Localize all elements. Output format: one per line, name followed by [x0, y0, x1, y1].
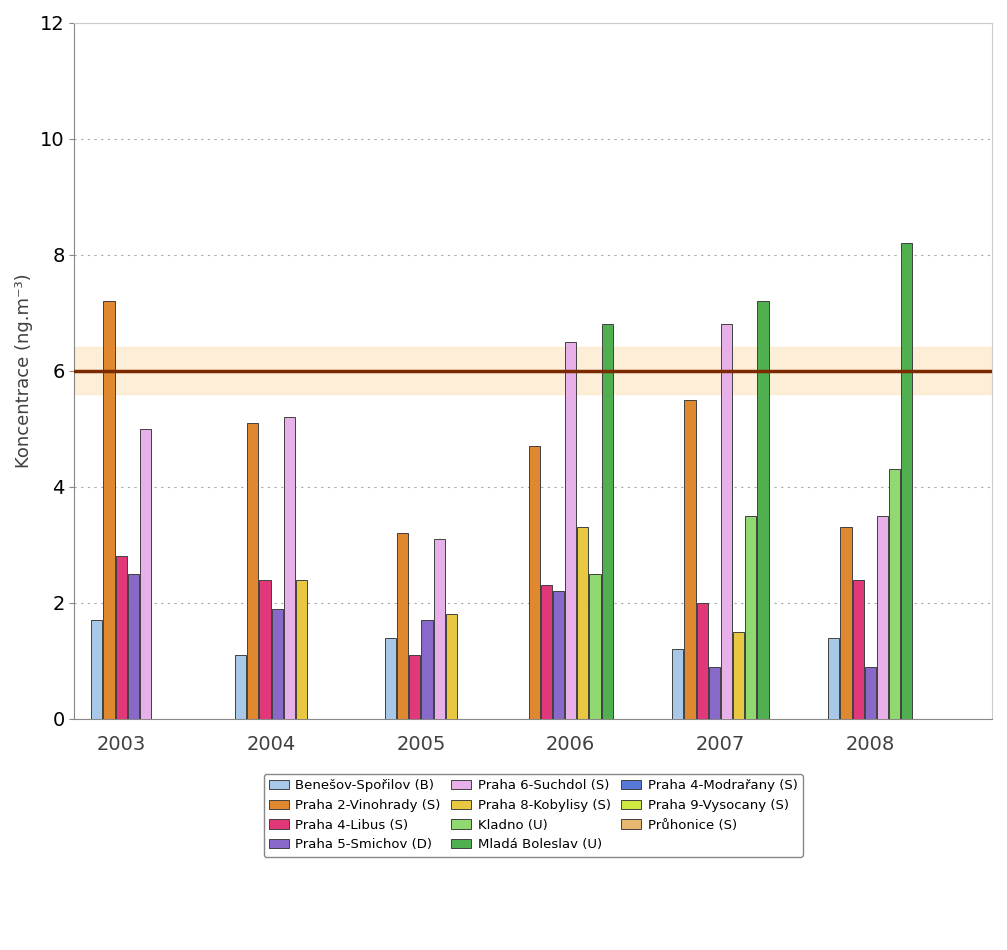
Bar — [260, 580, 271, 719]
Bar — [577, 527, 588, 719]
Bar — [529, 446, 540, 719]
Bar — [697, 603, 708, 719]
Bar — [421, 620, 433, 719]
Bar — [75, 348, 992, 394]
Bar — [673, 649, 684, 719]
Bar — [446, 615, 457, 719]
Bar — [296, 580, 307, 719]
Bar — [409, 655, 420, 719]
Bar — [541, 585, 552, 719]
Bar — [709, 667, 720, 719]
Bar — [828, 637, 840, 719]
Bar — [685, 400, 696, 719]
Bar — [116, 557, 127, 719]
Bar — [889, 469, 900, 719]
Bar — [385, 637, 396, 719]
Bar — [92, 620, 103, 719]
Bar — [235, 655, 246, 719]
Bar — [733, 632, 744, 719]
Y-axis label: Koncentrace (ng.m⁻³): Koncentrace (ng.m⁻³) — [15, 274, 33, 468]
Bar — [757, 301, 768, 719]
Bar — [140, 428, 151, 719]
Bar — [589, 574, 600, 719]
Bar — [865, 667, 876, 719]
Bar — [553, 591, 564, 719]
Bar — [840, 527, 852, 719]
Bar — [877, 516, 888, 719]
Bar — [901, 243, 912, 719]
Bar — [745, 516, 756, 719]
Bar — [128, 574, 139, 719]
Legend: Benešov-Spořilov (B), Praha 2-Vinohrady (S), Praha 4-Libus (S), Praha 5-Smichov : Benešov-Spořilov (B), Praha 2-Vinohrady … — [264, 774, 803, 857]
Bar — [284, 417, 295, 719]
Bar — [721, 324, 732, 719]
Bar — [104, 301, 115, 719]
Bar — [853, 580, 864, 719]
Bar — [601, 324, 613, 719]
Bar — [397, 533, 408, 719]
Bar — [272, 609, 283, 719]
Bar — [247, 423, 259, 719]
Bar — [433, 539, 445, 719]
Bar — [565, 342, 576, 719]
